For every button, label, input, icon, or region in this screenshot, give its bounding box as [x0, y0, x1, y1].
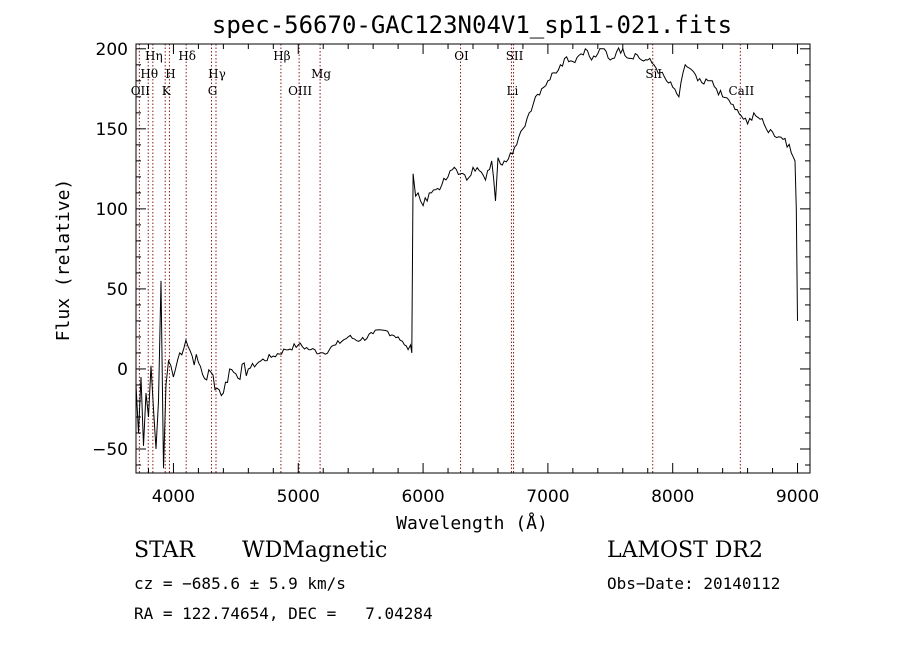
redshift-cz: cz = −685.6 ± 5.9 km/s [134, 574, 346, 593]
spectral-line-label: Hγ [208, 67, 226, 81]
spectral-line-label: CaII [728, 84, 754, 98]
x-tick-label: 8000 [651, 487, 694, 507]
y-axis-ticks: −50 0 50 100 150 200 [92, 40, 810, 466]
spectral-line-label: OIII [288, 84, 312, 98]
spectral-line-label: Hδ [178, 49, 196, 63]
x-tick-label: 4000 [152, 487, 195, 507]
y-tick-label: 150 [96, 120, 128, 140]
spectral-line-label: SII [506, 49, 524, 63]
y-tick-label: 50 [106, 280, 128, 300]
spectral-line-label: OI [454, 49, 469, 63]
object-class: STAR [134, 538, 195, 563]
spectral-line-label: Hη [145, 49, 163, 63]
x-axis-ticks: 4000 5000 6000 7000 8000 9000 [147, 44, 819, 507]
spectral-line-label: K [162, 84, 172, 98]
y-tick-label: −50 [92, 440, 128, 460]
spectral-line-label: H [165, 67, 175, 81]
chart-title: spec-56670-GAC123N04V1_sp11-021.fits [212, 11, 732, 39]
spectral-line-label: G [208, 84, 218, 98]
y-tick-label: 100 [96, 200, 128, 220]
x-tick-label: 7000 [526, 487, 569, 507]
x-axis-label: Wavelength (Å) [396, 512, 548, 534]
y-tick-label: 0 [117, 360, 128, 380]
x-tick-label: 6000 [401, 487, 444, 507]
spectral-line-label: Hβ [273, 49, 290, 63]
spectral-line-label: Li [507, 84, 519, 98]
survey-name: LAMOST DR2 [607, 538, 763, 563]
spectral-line-label: Mg [311, 67, 331, 81]
ra-dec: RA = 122.74654, DEC = 7.04284 [134, 604, 433, 623]
spectral-line-label: SiI [645, 67, 662, 81]
observation-date: Obs−Date: 20140112 [607, 574, 781, 593]
line-markers [138, 44, 741, 473]
spectral-line-label: OII [131, 84, 151, 98]
spectral-line-label: Hθ [140, 67, 158, 81]
y-axis-label: Flux (relative) [53, 179, 74, 342]
plot-frame [135, 43, 811, 474]
x-tick-label: 9000 [776, 487, 819, 507]
spectrum-chart: spec-56670-GAC123N04V1_sp11-021.fits HηH… [53, 11, 819, 534]
spectrum-series-line [135, 46, 798, 469]
object-subclass: WDMagnetic [242, 538, 388, 563]
y-tick-label: 200 [96, 40, 128, 60]
x-tick-label: 5000 [277, 487, 320, 507]
